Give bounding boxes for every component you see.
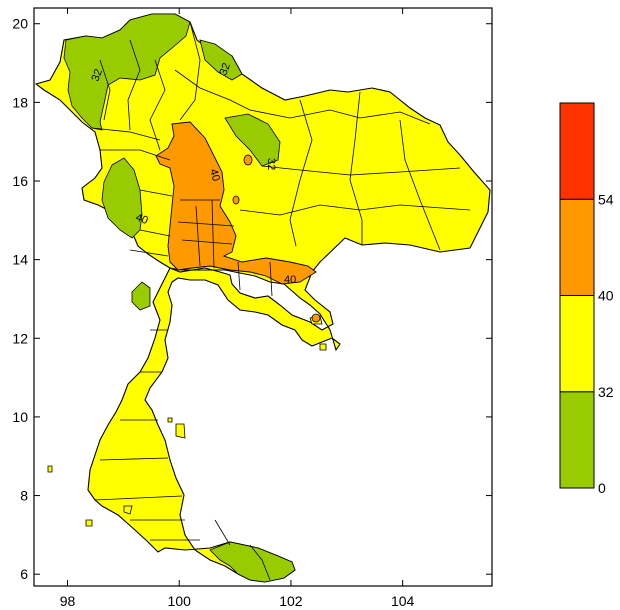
zone-green-south [209, 541, 296, 583]
zone-green [63, 13, 296, 583]
contour-label: 40 [284, 274, 296, 286]
y-tick-label: 14 [12, 252, 28, 268]
zone-green-north [199, 39, 243, 81]
y-axis: 20 18 16 14 12 10 8 6 [12, 16, 492, 582]
landmass [34, 13, 491, 583]
zone-green-kanchanaburi [131, 281, 151, 311]
colorbar: 0 32 40 54 [559, 102, 614, 496]
province-boundaries [91, 21, 471, 581]
colorbar-label: 32 [598, 384, 614, 400]
contour-label: 32 [90, 67, 105, 83]
colorbar-label: 54 [598, 191, 614, 207]
x-tick-label: 102 [279, 593, 303, 609]
x-tick-label: 98 [60, 593, 76, 609]
zone-green-northwest [63, 13, 191, 131]
zone-orange [155, 121, 317, 285]
zone-orange-central [155, 121, 317, 285]
x-axis: 98 100 102 104 [60, 8, 415, 609]
y-tick-label: 10 [12, 409, 28, 425]
x-tick-label: 100 [168, 593, 192, 609]
contour-label: 32 [265, 158, 277, 170]
contour-label: 40 [134, 212, 150, 227]
colorbar-swatch [559, 102, 595, 200]
x-tick-label: 104 [391, 593, 415, 609]
y-tick-label: 18 [12, 94, 28, 110]
colorbar-swatch [559, 198, 595, 296]
contour-labels: 32 32 32 40 40 40 [90, 61, 297, 286]
zone-green-loei [224, 113, 281, 167]
zone-green-west [101, 157, 143, 239]
colorbar-swatch [559, 391, 595, 489]
colorbar-label: 40 [598, 288, 614, 304]
contour-label: 40 [207, 168, 222, 183]
land-mainland [34, 13, 491, 583]
orange-spots [232, 154, 321, 323]
contour-label: 32 [218, 61, 233, 77]
colorbar-swatch [559, 295, 595, 393]
y-tick-label: 8 [20, 488, 28, 504]
y-tick-label: 12 [12, 330, 28, 346]
colorbar-label: 0 [598, 480, 606, 496]
y-tick-label: 6 [20, 566, 28, 582]
y-tick-label: 16 [12, 173, 28, 189]
y-tick-label: 20 [12, 16, 28, 32]
